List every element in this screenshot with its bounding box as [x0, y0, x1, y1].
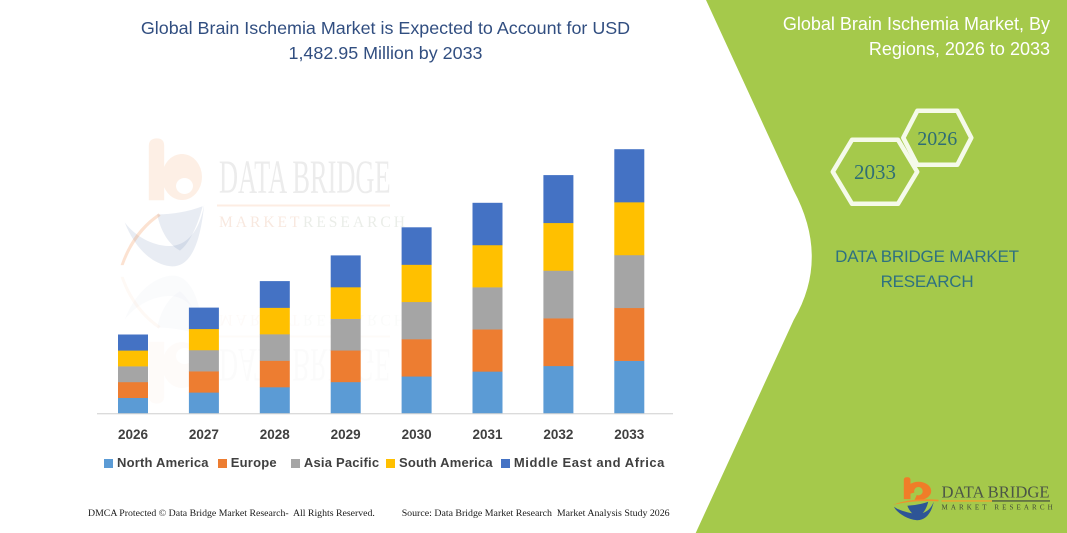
- svg-text:DATA BRIDGE: DATA BRIDGE: [219, 151, 391, 204]
- svg-text:2026: 2026: [917, 128, 957, 150]
- svg-text:MARKET: MARKET: [219, 214, 302, 231]
- svg-text:2033: 2033: [854, 160, 896, 184]
- svg-text:RESEARCH: RESEARCH: [303, 214, 408, 231]
- svg-text:MARKET RESEARCH: MARKET RESEARCH: [942, 504, 1056, 512]
- svg-text:DATA BRIDGE: DATA BRIDGE: [942, 483, 1050, 502]
